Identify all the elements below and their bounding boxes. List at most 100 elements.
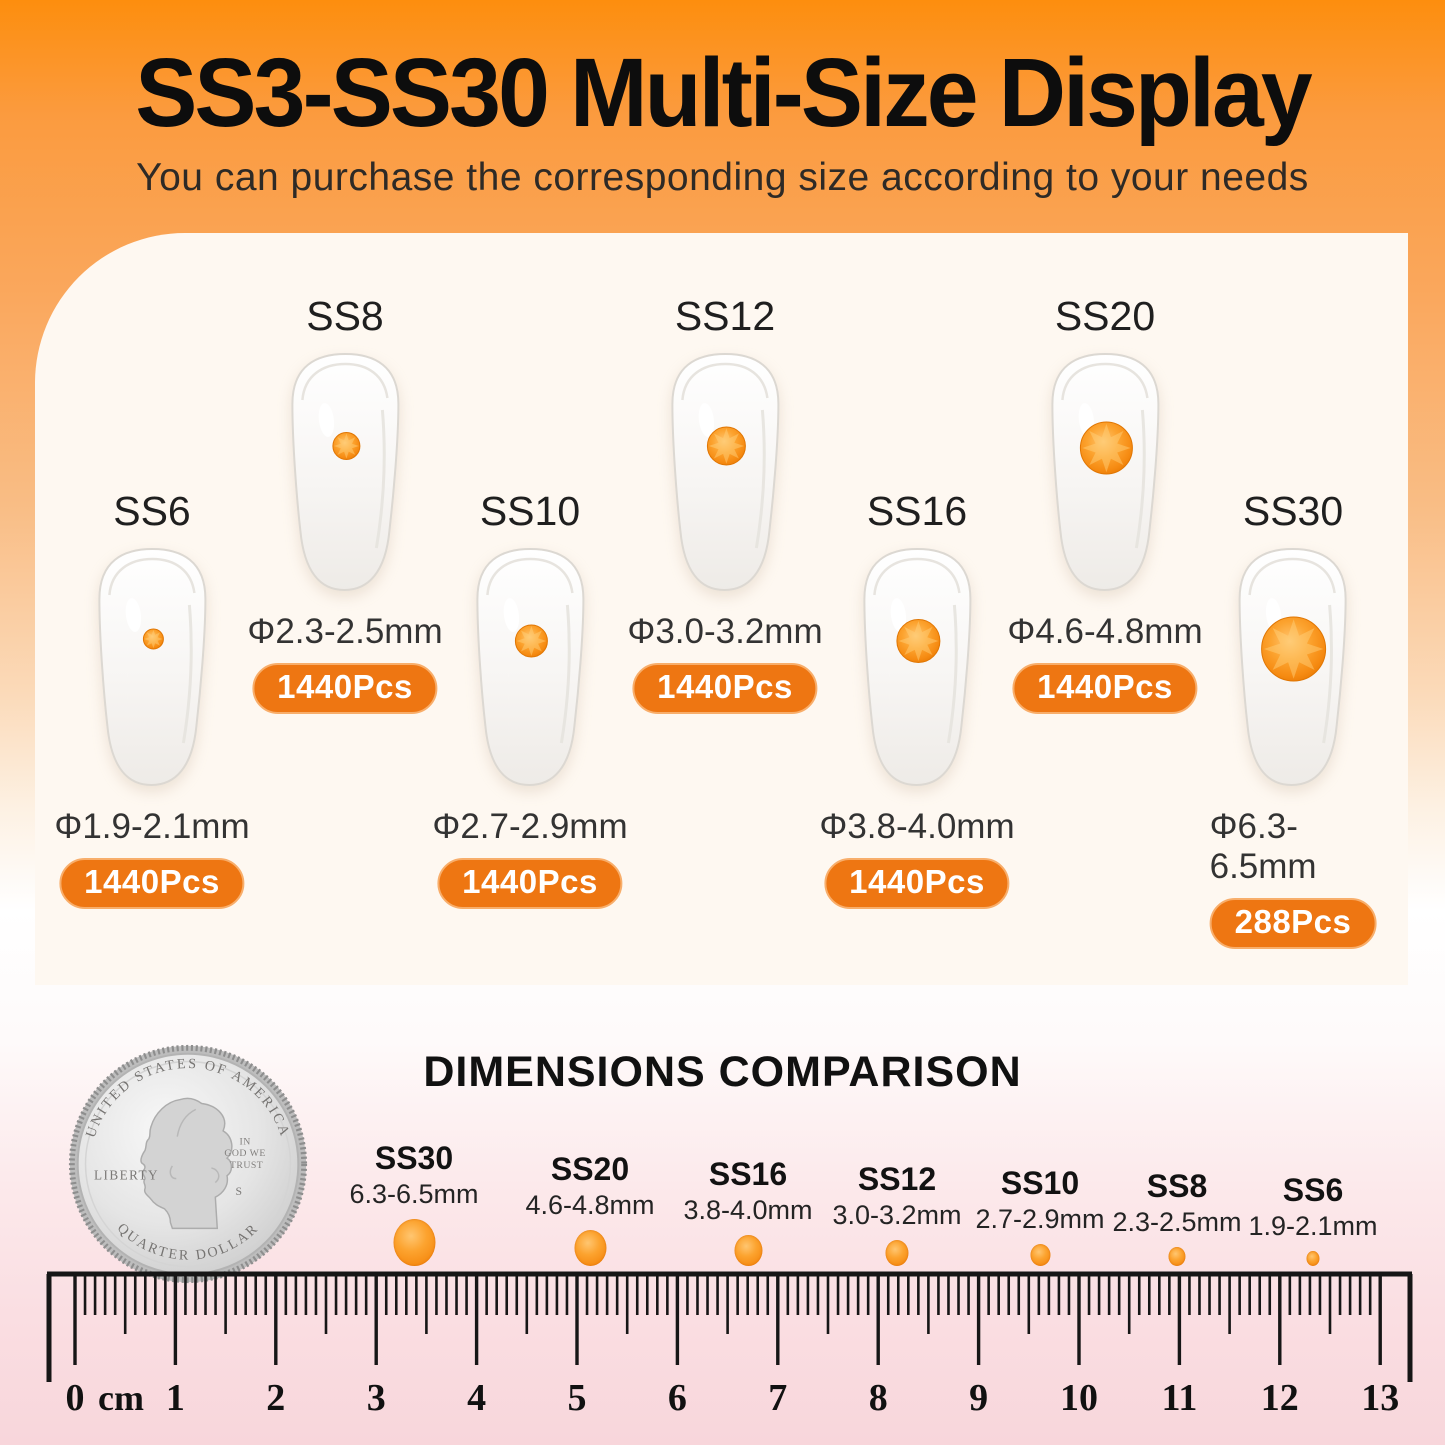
nail-tip-graphic — [670, 352, 779, 592]
coin-motto-line3: TRUST — [230, 1160, 263, 1171]
ruler-number-8: 8 — [869, 1377, 888, 1419]
rhinestone — [1261, 616, 1327, 682]
nail-item-ss6: SS6 Φ1.9-2.1mm 1440Pcs — [54, 487, 250, 909]
nail-item-ss30: SS30 Φ6.3-6.5mm 288Pcs — [1209, 487, 1377, 949]
comparison-item-ss10: SS10 2.7-2.9mm — [975, 1164, 1105, 1266]
pieces-count-badge: 1440Pcs — [437, 858, 623, 909]
quarter-coin: UNITED STATES OF AMERICA QUARTER DOLLAR … — [68, 1044, 308, 1284]
comparison-size-name: SS12 — [857, 1161, 937, 1197]
comparison-size-range: 4.6-4.8mm — [525, 1190, 655, 1220]
comparison-rhinestone-dot — [1029, 1244, 1050, 1266]
ruler-number-9: 9 — [969, 1377, 988, 1419]
ruler-unit-label: cm — [98, 1378, 144, 1418]
nail-inner-line — [485, 557, 574, 596]
nail-inner-line — [680, 362, 769, 401]
nail-gloss-highlight — [125, 598, 141, 632]
pieces-count-badge: 1440Pcs — [824, 858, 1010, 909]
pieces-count-badge: 1440Pcs — [1012, 663, 1198, 714]
comparison-size-range: 3.8-4.0mm — [683, 1195, 813, 1225]
ruler-number-2: 2 — [266, 1377, 285, 1419]
comparison-rhinestone-dot — [1306, 1251, 1320, 1266]
ruler-number-11: 11 — [1161, 1377, 1197, 1419]
comparison-rhinestone-dot — [733, 1235, 762, 1266]
comparison-rhinestone-dot — [885, 1240, 909, 1266]
comparison-item-ss20: SS20 4.6-4.8mm — [525, 1150, 655, 1266]
nail-diameter-label: Φ2.7-2.9mm — [432, 807, 628, 846]
nail-inner-line — [107, 557, 196, 596]
nail-size-name: SS16 — [866, 488, 968, 534]
ruler-number-12: 12 — [1261, 1377, 1299, 1419]
rhinestone — [706, 426, 746, 466]
comparison-size-name: SS16 — [708, 1156, 788, 1192]
rhinestone-facets — [143, 629, 163, 649]
ruler-number-13: 13 — [1361, 1377, 1399, 1419]
comparison-size-range: 6.3-6.5mm — [349, 1179, 479, 1209]
page-subtitle: You can purchase the corresponding size … — [136, 155, 1309, 199]
nail-diameter-label: Φ3.8-4.0mm — [819, 807, 1015, 846]
rhinestone — [142, 628, 164, 650]
ruler-number-3: 3 — [367, 1377, 386, 1419]
comparison-size-range: 2.3-2.5mm — [1112, 1207, 1242, 1237]
nail-item-ss8: SS8 Φ2.3-2.5mm 1440Pcs — [247, 292, 443, 714]
comparison-item-ss8: SS8 2.3-2.5mm — [1112, 1167, 1242, 1266]
comparison-item-ss12: SS12 3.0-3.2mm — [832, 1160, 962, 1266]
comparison-item-ss16: SS16 3.8-4.0mm — [683, 1155, 813, 1266]
rhinestone-facets — [1264, 619, 1324, 679]
comparison-size-name: SS30 — [374, 1140, 454, 1176]
nail-item-ss16: SS16 Φ3.8-4.0mm 1440Pcs — [819, 487, 1015, 909]
comparison-title: DIMENSIONS COMPARISON — [423, 1048, 1022, 1096]
nail-size-name: SS8 — [306, 293, 384, 339]
comparison-rhinestone-dot — [392, 1219, 435, 1266]
nail-size-name: SS6 — [113, 488, 191, 534]
header: SS3-SS30 Multi-Size Display You can purc… — [0, 0, 1445, 200]
rhinestone — [1079, 421, 1133, 475]
coin-motto-text: IN GOD WE TRUST — [224, 1136, 268, 1170]
nail-size-name: SS10 — [479, 488, 581, 534]
profile-detail-lines — [169, 1108, 220, 1184]
coin-mint-mark: S — [235, 1185, 242, 1198]
nail-gloss-highlight — [318, 403, 334, 437]
nail-item-ss10: SS10 Φ2.7-2.9mm 1440Pcs — [432, 487, 628, 909]
nail-tip-graphic — [1050, 352, 1159, 592]
comparison-item-ss30: SS30 6.3-6.5mm — [349, 1139, 479, 1266]
rhinestone-facets — [516, 626, 546, 656]
nail-size-name: SS30 — [1242, 488, 1344, 534]
nail-diameter-label: Φ4.6-4.8mm — [1007, 612, 1203, 651]
coin-motto-line2: GOD WE — [224, 1148, 265, 1159]
comparison-size-name: SS6 — [1282, 1172, 1344, 1208]
coin-inner-rim — [84, 1060, 292, 1268]
pieces-count-badge: 288Pcs — [1209, 898, 1377, 949]
rhinestone-facets — [897, 621, 938, 661]
ruler-number-0: 0 — [66, 1377, 85, 1419]
ruler-number-10: 10 — [1060, 1377, 1098, 1419]
nail-tip-graphic — [97, 547, 206, 787]
comparison-size-range: 2.7-2.9mm — [975, 1204, 1105, 1234]
nail-side-shade — [374, 409, 386, 549]
nail-diameter-label: Φ6.3-6.5mm — [1209, 807, 1317, 886]
ruler-number-4: 4 — [467, 1377, 486, 1419]
nail-side-shade — [946, 604, 958, 744]
nail-diameter-label: Φ1.9-2.1mm — [54, 807, 250, 846]
comparison-size-name: SS10 — [1000, 1165, 1080, 1201]
nail-side-shade — [1322, 604, 1334, 744]
nail-inner-line — [1060, 362, 1149, 401]
pieces-count-badge: 1440Pcs — [252, 663, 438, 714]
comparison-item-ss6: SS6 1.9-2.1mm — [1248, 1171, 1378, 1266]
nail-size-name: SS20 — [1054, 293, 1156, 339]
nail-side-shade — [181, 604, 193, 744]
pieces-count-badge: 1440Pcs — [59, 858, 245, 909]
ruler-number-6: 6 — [668, 1377, 687, 1419]
ruler-number-1: 1 — [166, 1377, 185, 1419]
comparison-size-name: SS8 — [1146, 1168, 1208, 1204]
nail-diameter-label: Φ2.3-2.5mm — [247, 612, 443, 651]
rhinestone — [895, 619, 940, 663]
coin-motto-line1: IN — [239, 1136, 250, 1147]
pieces-count-badge: 1440Pcs — [632, 663, 818, 714]
rhinestone-facets — [1081, 423, 1131, 473]
rhinestone — [514, 624, 548, 658]
comparison-rhinestone-dot — [573, 1230, 606, 1266]
comparison-size-range: 1.9-2.1mm — [1248, 1211, 1378, 1241]
nail-inner-line — [300, 362, 389, 401]
rhinestone-facets — [333, 433, 359, 459]
nail-inner-line — [872, 557, 961, 596]
